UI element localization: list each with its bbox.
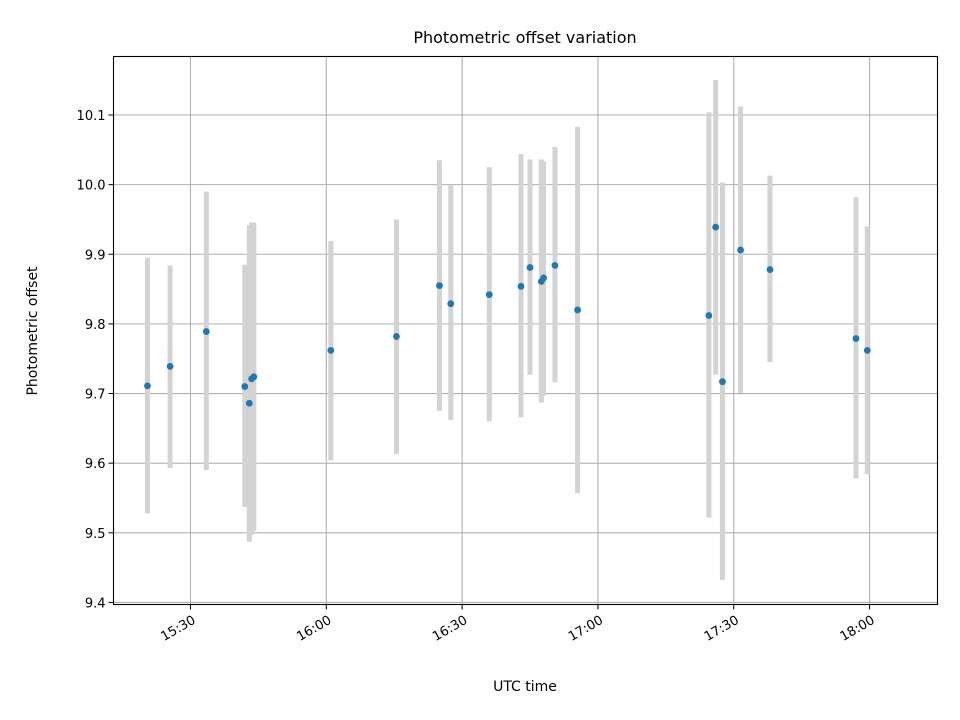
x-axis-label: UTC time [493, 679, 557, 695]
data-point [852, 335, 860, 342]
y-tick-label: 9.5 [85, 527, 106, 542]
x-tick-label: 15:30 [159, 613, 199, 645]
x-tick-label: 17:00 [566, 613, 606, 645]
y-tick-label: 9.4 [85, 596, 106, 611]
data-point [574, 306, 581, 314]
data-point [863, 346, 871, 354]
data-point [393, 333, 400, 340]
x-axis-ticks: 15:30 16:00 16:30 17:00 17:30 18:00 [159, 604, 878, 645]
y-tick-label: 9.9 [85, 248, 106, 263]
data-point [737, 246, 744, 254]
grid-lines [113, 56, 938, 605]
data-point [712, 223, 720, 231]
error-bars [144, 80, 870, 581]
plot-frame [112, 55, 939, 606]
x-tick-label: 17:30 [702, 613, 742, 645]
data-point [250, 373, 258, 381]
y-tick-label: 10.0 [77, 179, 106, 194]
data-point [705, 312, 713, 319]
data-point [245, 399, 253, 407]
y-axis-ticks: 9.4 9.5 9.6 9.7 9.8 9.9 10.0 10.1 [77, 109, 114, 611]
data-point [517, 282, 525, 290]
y-tick-label: 9.7 [85, 388, 106, 403]
x-tick-label: 16:30 [430, 613, 470, 645]
data-point [447, 300, 455, 308]
data-point [327, 346, 335, 354]
data-point [540, 274, 548, 282]
y-tick-label: 9.8 [85, 318, 106, 333]
x-tick-label: 16:00 [294, 613, 334, 645]
data-point [144, 382, 151, 390]
data-point [766, 266, 774, 273]
data-points [144, 223, 871, 407]
y-tick-label: 10.1 [77, 109, 106, 124]
x-tick-label: 18:00 [838, 613, 878, 645]
data-point [551, 261, 559, 269]
data-point [485, 291, 493, 299]
chart-title: Photometric offset variation [413, 28, 636, 47]
data-point [719, 378, 726, 386]
y-axis-label: Photometric offset [25, 266, 41, 396]
y-tick-label: 9.6 [85, 457, 106, 472]
data-point [202, 328, 210, 335]
data-point [436, 282, 443, 289]
data-point [526, 264, 534, 271]
data-point [241, 383, 249, 390]
data-point [166, 362, 174, 370]
